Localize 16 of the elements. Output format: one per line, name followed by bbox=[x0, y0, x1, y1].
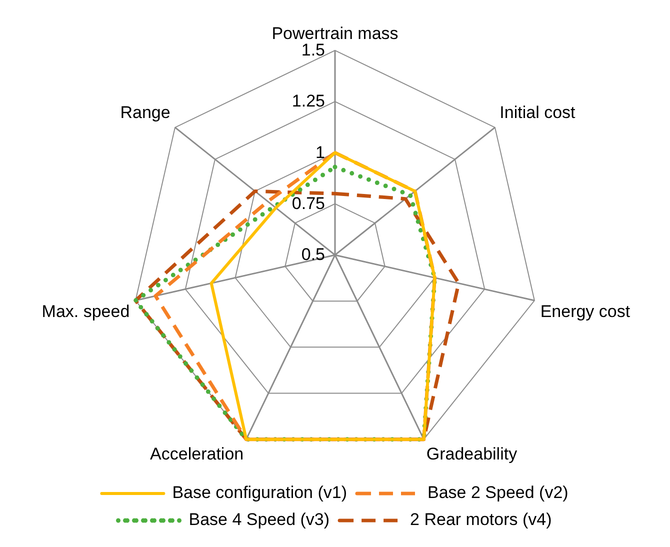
spoke-label: Energy cost bbox=[540, 302, 630, 321]
legend-label: 2 Rear motors (v4) bbox=[410, 510, 552, 530]
y-tick-label: 1 bbox=[316, 142, 325, 162]
y-tick-label: 0.5 bbox=[301, 245, 325, 264]
legend-label: Base 4 Speed (v3) bbox=[188, 510, 330, 530]
spoke-label: Max. speed bbox=[42, 302, 130, 321]
y-tick-label: 1.5 bbox=[301, 40, 325, 60]
spoke-label: Range bbox=[120, 103, 170, 122]
legend-label: Base configuration (v1) bbox=[172, 483, 348, 502]
spoke-label: Powertrain mass bbox=[272, 24, 398, 43]
legend-label: Base 2 Speed (v2) bbox=[428, 483, 568, 502]
spoke-label: Gradeability bbox=[426, 444, 518, 464]
y-tick-label: 1.25 bbox=[292, 92, 325, 111]
spoke-label: Acceleration bbox=[150, 444, 244, 464]
spoke-label: Initial cost bbox=[500, 103, 576, 122]
y-tick-label: 0.75 bbox=[292, 194, 325, 214]
